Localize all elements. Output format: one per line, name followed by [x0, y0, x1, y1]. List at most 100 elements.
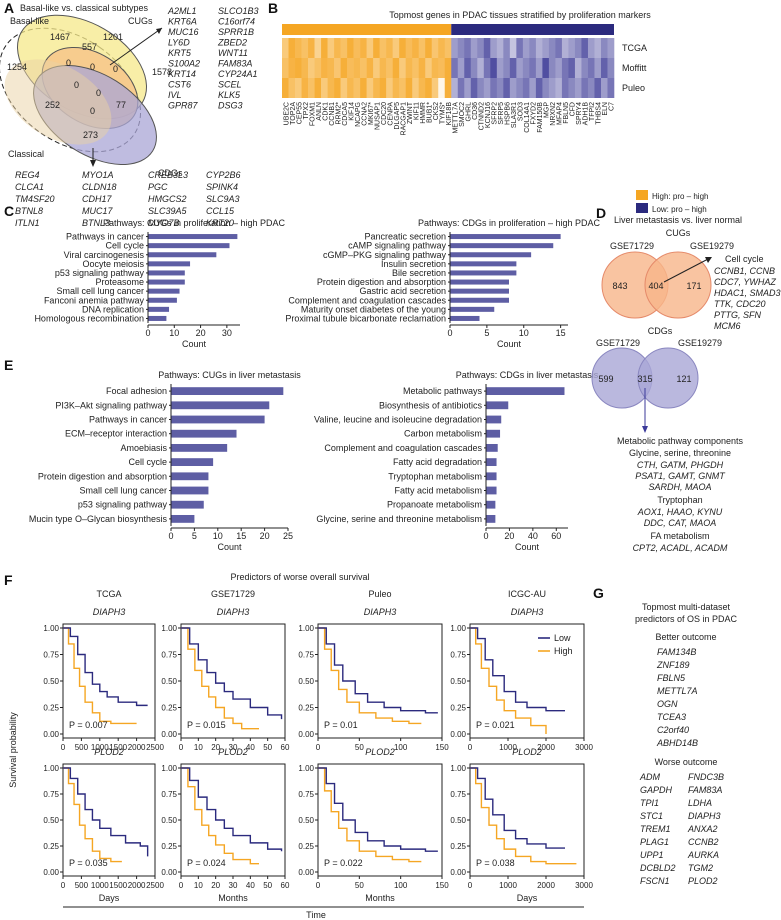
bar	[148, 234, 238, 240]
heatmap-cell	[483, 38, 491, 58]
bar	[450, 315, 480, 321]
km-y-axis-label: Survival probability	[8, 712, 18, 788]
heatmap-cell	[321, 78, 328, 98]
metabolic-section-title: FA metabolism	[650, 531, 709, 541]
heatmap-cell	[340, 58, 348, 78]
heatmap-cell	[321, 58, 328, 78]
heatmap-gene-label: TFPI2	[589, 102, 596, 121]
gene-red: FAM83A	[218, 59, 252, 69]
heatmap-cell	[308, 78, 315, 98]
heatmap-gene-label: HMMR	[420, 102, 427, 124]
gene-red: A2ML1	[167, 6, 197, 16]
bar	[148, 306, 170, 312]
heatmap-cell	[496, 78, 504, 98]
panel-label-f: F	[4, 572, 13, 588]
gene-green: BTNL3	[82, 218, 110, 228]
heatmap-gene-label: HSPB6	[505, 102, 512, 125]
heatmap-cell	[522, 78, 530, 98]
bar-category-label: Tryptophan metabolism	[388, 471, 482, 481]
gene-red: KLK5	[218, 90, 241, 100]
bar-category-label: p53 signaling pathway	[55, 268, 145, 278]
bar	[450, 288, 509, 294]
heatmap-cell	[366, 78, 374, 98]
heatmap-cell	[503, 58, 511, 78]
venn-label-basal: Basal-like	[10, 16, 49, 26]
count-zero-6: 0	[90, 106, 95, 116]
km-gene-title: PLOD2	[365, 747, 395, 757]
km-x-tick-label: 50	[355, 743, 364, 752]
heatmap-cell	[386, 78, 393, 98]
gene-red: TREM1	[640, 824, 671, 834]
heatmap-cell	[327, 58, 335, 78]
worse-outcome-title: Worse outcome	[655, 757, 718, 767]
heatmap-cell	[516, 58, 524, 78]
km-curve-high	[318, 767, 422, 863]
gene-red: LDHA	[688, 798, 712, 808]
km-x-tick-label: 30	[229, 881, 238, 890]
heatmap-cell	[594, 38, 602, 58]
x-axis-label: Count	[217, 542, 242, 552]
km-x-tick-label: 0	[468, 881, 473, 890]
heatmap-cell	[555, 78, 563, 98]
gene-green: HMGCS2	[148, 194, 187, 204]
bar-category-label: Biosynthesis of antibiotics	[379, 400, 483, 410]
bar-category-label: Pathways in cancer	[89, 415, 167, 425]
km-x-tick-label: 50	[263, 743, 272, 752]
heatmap-gene-label: FBLN5	[563, 102, 570, 124]
heatmap-cell	[477, 38, 485, 58]
heatmap-cell	[399, 38, 406, 58]
bar-category-label: Fanconi anemia pathway	[44, 295, 145, 305]
bar	[486, 429, 501, 438]
x-tick-label: 5	[484, 328, 489, 338]
heatmap-gene-label: CEP55	[296, 102, 303, 124]
heatmap-gene-label: NRXN2	[550, 102, 557, 126]
bar	[148, 279, 185, 285]
panel-label-e: E	[4, 357, 13, 373]
heatmap-cell	[529, 78, 537, 98]
km-x-tick-label: 0	[316, 881, 321, 890]
heatmap-cell	[600, 58, 608, 78]
km-gene-title: PLOD2	[94, 747, 124, 757]
heatmap-gene-label: SFRP2	[492, 102, 499, 125]
heatmap-cell	[470, 58, 478, 78]
km-x-tick-label: 150	[435, 743, 449, 752]
heatmap-cell	[295, 58, 302, 78]
km-x-tick-label: 50	[263, 881, 272, 890]
heatmap-cell	[360, 38, 367, 58]
km-curve-high	[470, 627, 547, 734]
heatmap-cell	[405, 38, 413, 58]
heatmap-gene-label: CDK1	[322, 102, 329, 121]
heatmap-gene-label: KCNJ16	[485, 102, 492, 128]
bar	[148, 270, 185, 276]
x-tick-label: 60	[551, 531, 561, 541]
km-y-tick-label: 0.50	[298, 677, 314, 686]
km-curve-high	[63, 767, 122, 863]
heatmap-cell	[334, 58, 341, 78]
panel-g-genes: Topmost multi-dataset predictors of OS in…	[635, 602, 738, 886]
gene-red: C16orf74	[218, 17, 255, 27]
heatmap-gene-label: RRM2*	[335, 102, 342, 125]
heatmap-cell	[295, 38, 302, 58]
km-y-tick-label: 0.25	[450, 704, 466, 713]
heatmap-cell	[438, 58, 446, 78]
km-p-value: P = 0.024	[187, 858, 226, 868]
bar-category-label: Small cell lung cancer	[56, 286, 144, 296]
km-y-tick-label: 1.00	[450, 764, 466, 773]
heatmap-cell	[308, 38, 315, 58]
heatmap-cell	[490, 38, 498, 58]
bar-category-label: Proximal tubule bicarbonate reclamation	[285, 313, 446, 323]
bar-category-label: Bile secretion	[392, 268, 446, 278]
km-y-tick-label: 0.25	[450, 842, 466, 851]
heatmap-gene-label: ELN	[602, 102, 609, 116]
heatmap-cell	[366, 58, 374, 78]
venn-d-cdgs-b: 121	[676, 374, 691, 384]
metabolic-section-title: Tryptophan	[657, 495, 702, 505]
heatmap-cell	[587, 78, 595, 98]
km-curve-low	[470, 627, 565, 712]
x-tick-label: 0	[483, 531, 488, 541]
km-x-tick-label: 20	[211, 881, 220, 890]
heatmap-gene-label: NUSAP1	[374, 102, 381, 130]
bar-category-label: Metabolic pathways	[403, 386, 483, 396]
heatmap-cell	[457, 38, 465, 58]
legend-high-label: High: pro – high	[652, 192, 708, 201]
